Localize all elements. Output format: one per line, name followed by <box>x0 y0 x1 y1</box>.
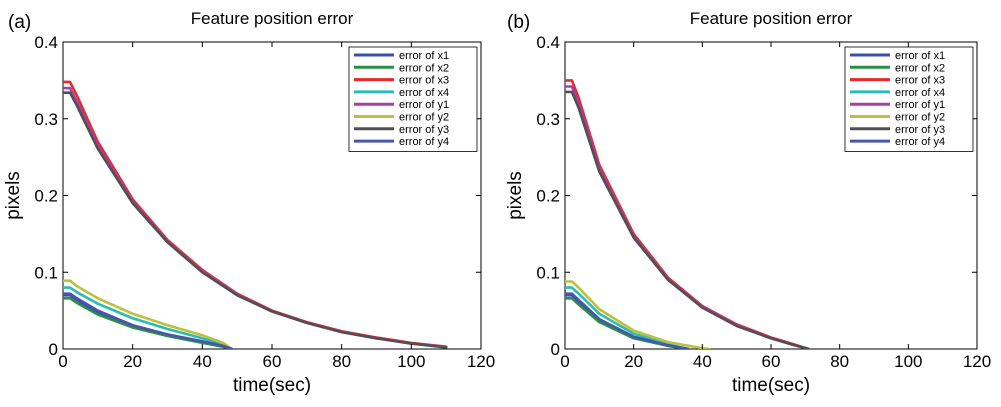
legend-entry: error of x3 <box>399 75 449 87</box>
series-lines <box>565 79 811 349</box>
y-tick-label: 0 <box>551 340 560 359</box>
panel-label: (b) <box>507 12 530 33</box>
y-tick-label: 0.2 <box>536 187 560 206</box>
x-tick-label: 80 <box>830 352 849 371</box>
legend-entry: error of y1 <box>399 99 449 111</box>
x-tick-label: 120 <box>963 352 991 371</box>
y-tick-label: 0.4 <box>536 33 560 52</box>
y-axis-label: pixels <box>505 171 526 220</box>
legend-entry: error of x2 <box>399 62 449 74</box>
y-tick-label: 0.4 <box>34 33 58 52</box>
legend-entry: error of x2 <box>895 62 945 74</box>
y-tick-label: 0.3 <box>536 110 560 129</box>
chart-title: Feature position error <box>191 9 354 28</box>
x-tick-label: 0 <box>58 352 67 371</box>
series-line-error-of-y2 <box>63 279 234 349</box>
panel-label: (a) <box>8 12 31 33</box>
legend-entry: error of x3 <box>895 75 945 87</box>
series-line-error-of-y3 <box>63 91 448 349</box>
x-axis-label: time(sec) <box>233 375 311 396</box>
legend-entry: error of y2 <box>399 112 449 124</box>
legend-entry: error of x4 <box>895 87 945 99</box>
y-axis-label: pixels <box>3 171 24 220</box>
y-tick-label: 0.2 <box>34 187 58 206</box>
series-line-error-of-x4 <box>63 286 234 349</box>
legend-entry: error of y4 <box>895 136 945 148</box>
y-tick-label: 0 <box>49 340 58 359</box>
y-tick-label: 0.1 <box>536 263 560 282</box>
x-tick-label: 60 <box>263 352 282 371</box>
series-line-error-of-y4 <box>63 292 234 349</box>
x-tick-label: 120 <box>467 352 495 371</box>
legend-entry: error of y4 <box>399 136 449 148</box>
y-tick-label: 0.1 <box>34 263 58 282</box>
x-tick-label: 20 <box>624 352 643 371</box>
x-tick-label: 100 <box>397 352 425 371</box>
chart-title: Feature position error <box>690 9 853 28</box>
legend-entry: error of x4 <box>399 87 449 99</box>
legend-entry: error of y3 <box>895 124 945 136</box>
x-tick-label: 40 <box>193 352 212 371</box>
chart-panel-b: 0 20 40 60 80 100 120 0 0.1 0.2 0.3 0.4 Feature posi… <box>505 9 991 396</box>
series-line-error-of-y2 <box>565 280 711 349</box>
legend-entry: error of y2 <box>895 112 945 124</box>
legend-entry: error of x1 <box>895 50 945 62</box>
legend-entry: error of x1 <box>399 50 449 62</box>
x-tick-label: 60 <box>762 352 781 371</box>
x-tick-label: 20 <box>123 352 142 371</box>
chart-panel-a: 0 20 40 60 80 100 120 0 0.1 0.2 0.3 0.4 Feature posi… <box>3 9 495 396</box>
x-axis-label: time(sec) <box>732 375 810 396</box>
x-tick-label: 0 <box>560 352 569 371</box>
x-tick-label: 80 <box>332 352 351 371</box>
legend-entry: error of y3 <box>399 124 449 136</box>
legend-entry: error of y1 <box>895 99 945 111</box>
legend-box <box>348 46 478 152</box>
y-tick-label: 0.3 <box>34 110 58 129</box>
series-line-error-of-y3 <box>565 90 811 349</box>
x-tick-label: 100 <box>894 352 922 371</box>
x-tick-label: 40 <box>693 352 712 371</box>
series-line-error-of-y4 <box>565 292 690 349</box>
legend-box <box>844 46 974 152</box>
series-lines <box>63 80 448 349</box>
